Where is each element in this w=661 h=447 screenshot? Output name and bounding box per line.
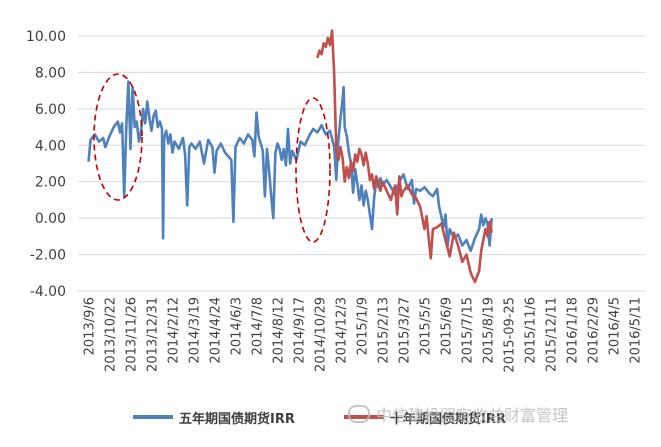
y-tick-label: 0.00 bbox=[35, 211, 66, 227]
x-tick-label: 2014/7/8 bbox=[251, 297, 266, 355]
wechat-icon bbox=[348, 405, 370, 423]
series-lines bbox=[87, 29, 493, 284]
watermark: 中信建投固定收益财富管理 bbox=[348, 401, 568, 427]
x-tick-label: 2015/12/11 bbox=[545, 297, 560, 372]
legend-label: 五年期国债期货IRR bbox=[179, 411, 295, 427]
series-line bbox=[87, 80, 493, 253]
series-line bbox=[316, 29, 493, 284]
x-tick-label: 2013/12/31 bbox=[146, 297, 161, 372]
x-tick-label: 2016/4/5 bbox=[608, 297, 623, 355]
y-tick-label: 6.00 bbox=[35, 102, 66, 118]
highlight-ellipse bbox=[93, 73, 143, 201]
x-tick-label: 2014/10/29 bbox=[314, 297, 329, 372]
y-axis: 10.00 8.00 6.00 4.00 2.00 0.00 -2.00 -4.00 bbox=[26, 29, 66, 300]
y-tick-label: 2.00 bbox=[35, 175, 66, 191]
x-tick-label: 2014/4/24 bbox=[209, 297, 224, 364]
watermark-text: 中信建投固定收益财富管理 bbox=[376, 406, 569, 425]
x-tick-label: 2015/3/27 bbox=[398, 297, 413, 364]
x-tick-label: 2014/8/12 bbox=[272, 297, 287, 364]
x-tick-label: 2013/11/26 bbox=[125, 297, 140, 372]
x-tick-label: 2015/7/15 bbox=[461, 297, 476, 364]
x-axis: 2013/9/6 2013/10/22 2013/11/26 2013/12/31 20… bbox=[83, 297, 644, 373]
x-tick-label: 2015/6/9 bbox=[440, 297, 455, 355]
x-tick-label: 2014/6/3 bbox=[230, 297, 245, 355]
x-tick-label: 2014/3/19 bbox=[188, 297, 203, 364]
x-tick-label: 2016/2/29 bbox=[587, 297, 602, 364]
y-tick-label: -4.00 bbox=[30, 284, 66, 300]
x-tick-label: 2013/10/22 bbox=[104, 297, 119, 372]
y-tick-label: 4.00 bbox=[35, 138, 66, 154]
y-tick-label: 10.00 bbox=[26, 29, 66, 45]
highlight-ellipse bbox=[295, 97, 331, 243]
x-tick-label: 2015/1/9 bbox=[356, 297, 371, 355]
x-tick-label: 2015/5/5 bbox=[419, 297, 434, 355]
x-tick-label: 2014/2/12 bbox=[167, 297, 182, 364]
x-tick-label: 2015/8/19 bbox=[482, 297, 497, 364]
legend-label: 十年期国债期货IRR bbox=[390, 411, 506, 427]
legend-swatch-blue bbox=[133, 415, 173, 419]
x-tick-label: 2014/9/17 bbox=[293, 297, 308, 364]
legend-item: 五年期国债期货IRR bbox=[133, 402, 295, 432]
x-tick-label: 2015-09-25 bbox=[503, 297, 518, 373]
x-tick-label: 2016/5/11 bbox=[629, 297, 644, 364]
x-tick-label: 2015/11/6 bbox=[524, 297, 539, 364]
y-tick-label: 8.00 bbox=[35, 65, 66, 81]
x-tick-label: 2014/12/3 bbox=[335, 297, 350, 364]
x-tick-label: 2013/9/6 bbox=[83, 297, 98, 355]
x-tick-label: 2015/2/13 bbox=[377, 297, 392, 364]
annotations bbox=[93, 73, 331, 243]
x-tick-label: 2016/1/18 bbox=[566, 297, 581, 364]
legend: 五年期国债期货IRR 十年期国债期货IRR bbox=[0, 402, 661, 432]
y-tick-label: -2.00 bbox=[30, 248, 66, 264]
